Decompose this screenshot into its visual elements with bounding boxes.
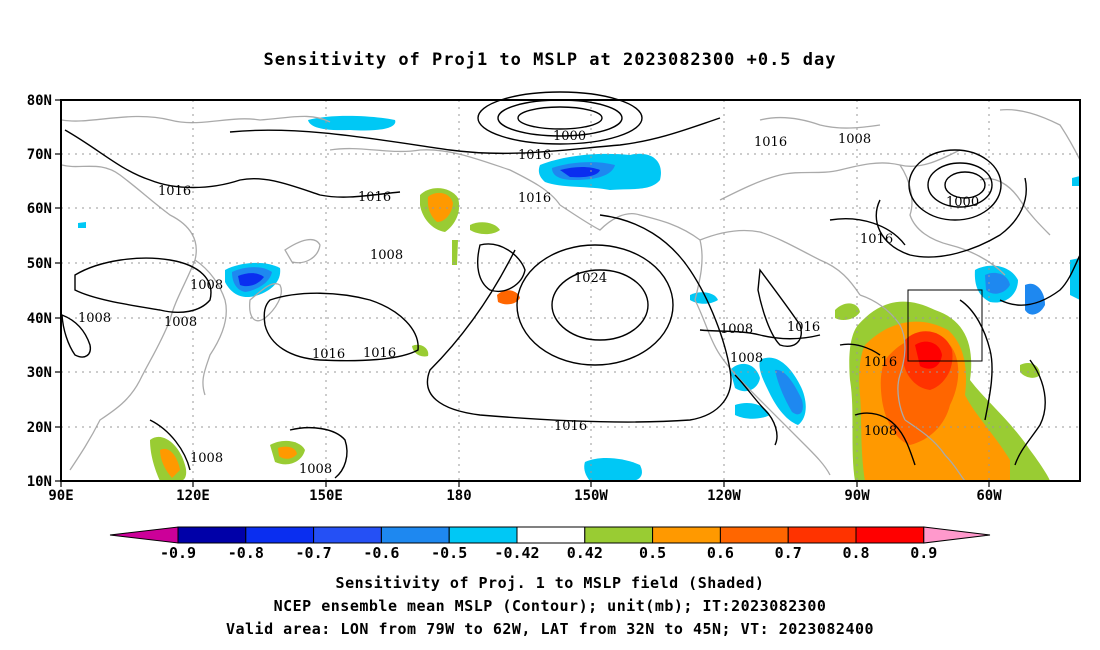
- colorbar-cell: [787, 526, 857, 544]
- lat-tick-label: 10N: [27, 474, 52, 490]
- lat-labels: 80N 70N 60N 50N 40N 30N 20N 10N: [27, 93, 52, 490]
- lat-tick-label: 70N: [27, 147, 52, 163]
- colorbar-label: -0.8: [228, 544, 264, 562]
- colorbar-cell: [652, 526, 721, 544]
- contour-label: 1008: [190, 451, 223, 466]
- contour-labels: 1000 1016 1008 1016 1016 1016 1016 1000 …: [78, 129, 979, 477]
- lat-tick-label: 60N: [27, 201, 52, 217]
- lon-tick-label: 150W: [574, 488, 608, 504]
- colorbar-label: -0.7: [296, 544, 332, 562]
- colorbar-label: -0.9: [160, 544, 196, 562]
- colorbar-label: 0.7: [775, 544, 802, 562]
- lon-tick-label: 120W: [707, 488, 741, 504]
- contour-label: 1008: [370, 248, 403, 263]
- contour-label: 1008: [838, 132, 871, 147]
- colorbar-label: 0.5: [639, 544, 666, 562]
- contour-label: 1008: [720, 322, 753, 337]
- contour-label: 1016: [864, 355, 897, 370]
- colorbar-label: 0.42: [567, 544, 603, 562]
- contour-label: 1016: [312, 347, 345, 362]
- colorbar-cell: [584, 526, 654, 544]
- colorbar-cell: [177, 526, 247, 544]
- contour-label: 1024: [574, 271, 607, 286]
- colorbar-label: -0.5: [431, 544, 467, 562]
- colorbar-min-arrow: [109, 526, 179, 544]
- colorbar: -0.9 -0.8 -0.7 -0.6 -0.5 -0.42 0.42 0.5 …: [109, 526, 991, 562]
- contour-label: 1016: [363, 346, 396, 361]
- lon-labels: 90E 120E 150E 180 150W 120W 90W 60W: [48, 488, 1002, 504]
- lon-tick-label: 90E: [48, 488, 73, 504]
- lon-tick-label: 90W: [844, 488, 870, 504]
- lat-tick-label: 30N: [27, 365, 52, 381]
- lat-tick-label: 80N: [27, 93, 52, 109]
- contour-label: 1008: [299, 462, 332, 477]
- mslp-contours: [61, 91, 1081, 479]
- colorbar-label: 0.9: [910, 544, 937, 562]
- lon-tick-label: 180: [446, 488, 471, 504]
- colorbar-cell: [719, 526, 789, 544]
- contour-label: 1016: [554, 419, 587, 434]
- colorbar-label: -0.42: [494, 544, 539, 562]
- colorbar-cell: [855, 526, 925, 544]
- contour-label: 1008: [730, 351, 763, 366]
- caption-shading: Sensitivity of Proj. 1 to MSLP field (Sh…: [335, 574, 765, 592]
- valid-area-box: [907, 289, 983, 362]
- contour-label: 1016: [787, 320, 820, 335]
- colorbar-cell: [516, 526, 586, 544]
- sensitivity-shading: [78, 115, 1080, 481]
- colorbar-cell: [245, 526, 315, 544]
- lon-tick-label: 150E: [309, 488, 343, 504]
- contour-label: 1016: [518, 191, 551, 206]
- contour-label: 1008: [864, 424, 897, 439]
- colorbar-cell: [313, 526, 382, 544]
- contour-label: 1000: [946, 195, 979, 210]
- coastlines: [61, 109, 1081, 482]
- lat-tick-label: 50N: [27, 256, 52, 272]
- contour-label: 1008: [164, 315, 197, 330]
- graticule: [61, 100, 1080, 481]
- contour-label: 1016: [860, 232, 893, 247]
- lon-tick-label: 60W: [976, 488, 1002, 504]
- contour-label: 1000: [553, 129, 586, 144]
- contour-label: 1008: [78, 311, 111, 326]
- lon-tick-label: 120E: [176, 488, 210, 504]
- colorbar-label: 0.6: [707, 544, 734, 562]
- colorbar-cell: [448, 526, 518, 544]
- contour-label: 1016: [754, 135, 787, 150]
- caption-contour: NCEP ensemble mean MSLP (Contour); unit(…: [273, 597, 827, 615]
- colorbar-label: -0.6: [363, 544, 399, 562]
- colorbar-cell: [380, 526, 450, 544]
- colorbar-label: 0.8: [842, 544, 869, 562]
- contour-label: 1016: [358, 190, 391, 205]
- contour-label: 1016: [518, 148, 551, 163]
- lat-tick-label: 40N: [27, 311, 52, 327]
- map-title: Sensitivity of Proj1 to MSLP at 20230823…: [263, 50, 837, 70]
- colorbar-max-arrow: [923, 526, 991, 544]
- contour-label: 1016: [158, 184, 191, 199]
- caption-valid-area: Valid area: LON from 79W to 62W, LAT fro…: [225, 620, 875, 638]
- lat-tick-label: 20N: [27, 420, 52, 436]
- map-frame: [60, 99, 1081, 482]
- axis-ticks: [55, 99, 990, 487]
- contour-label: 1008: [190, 278, 223, 293]
